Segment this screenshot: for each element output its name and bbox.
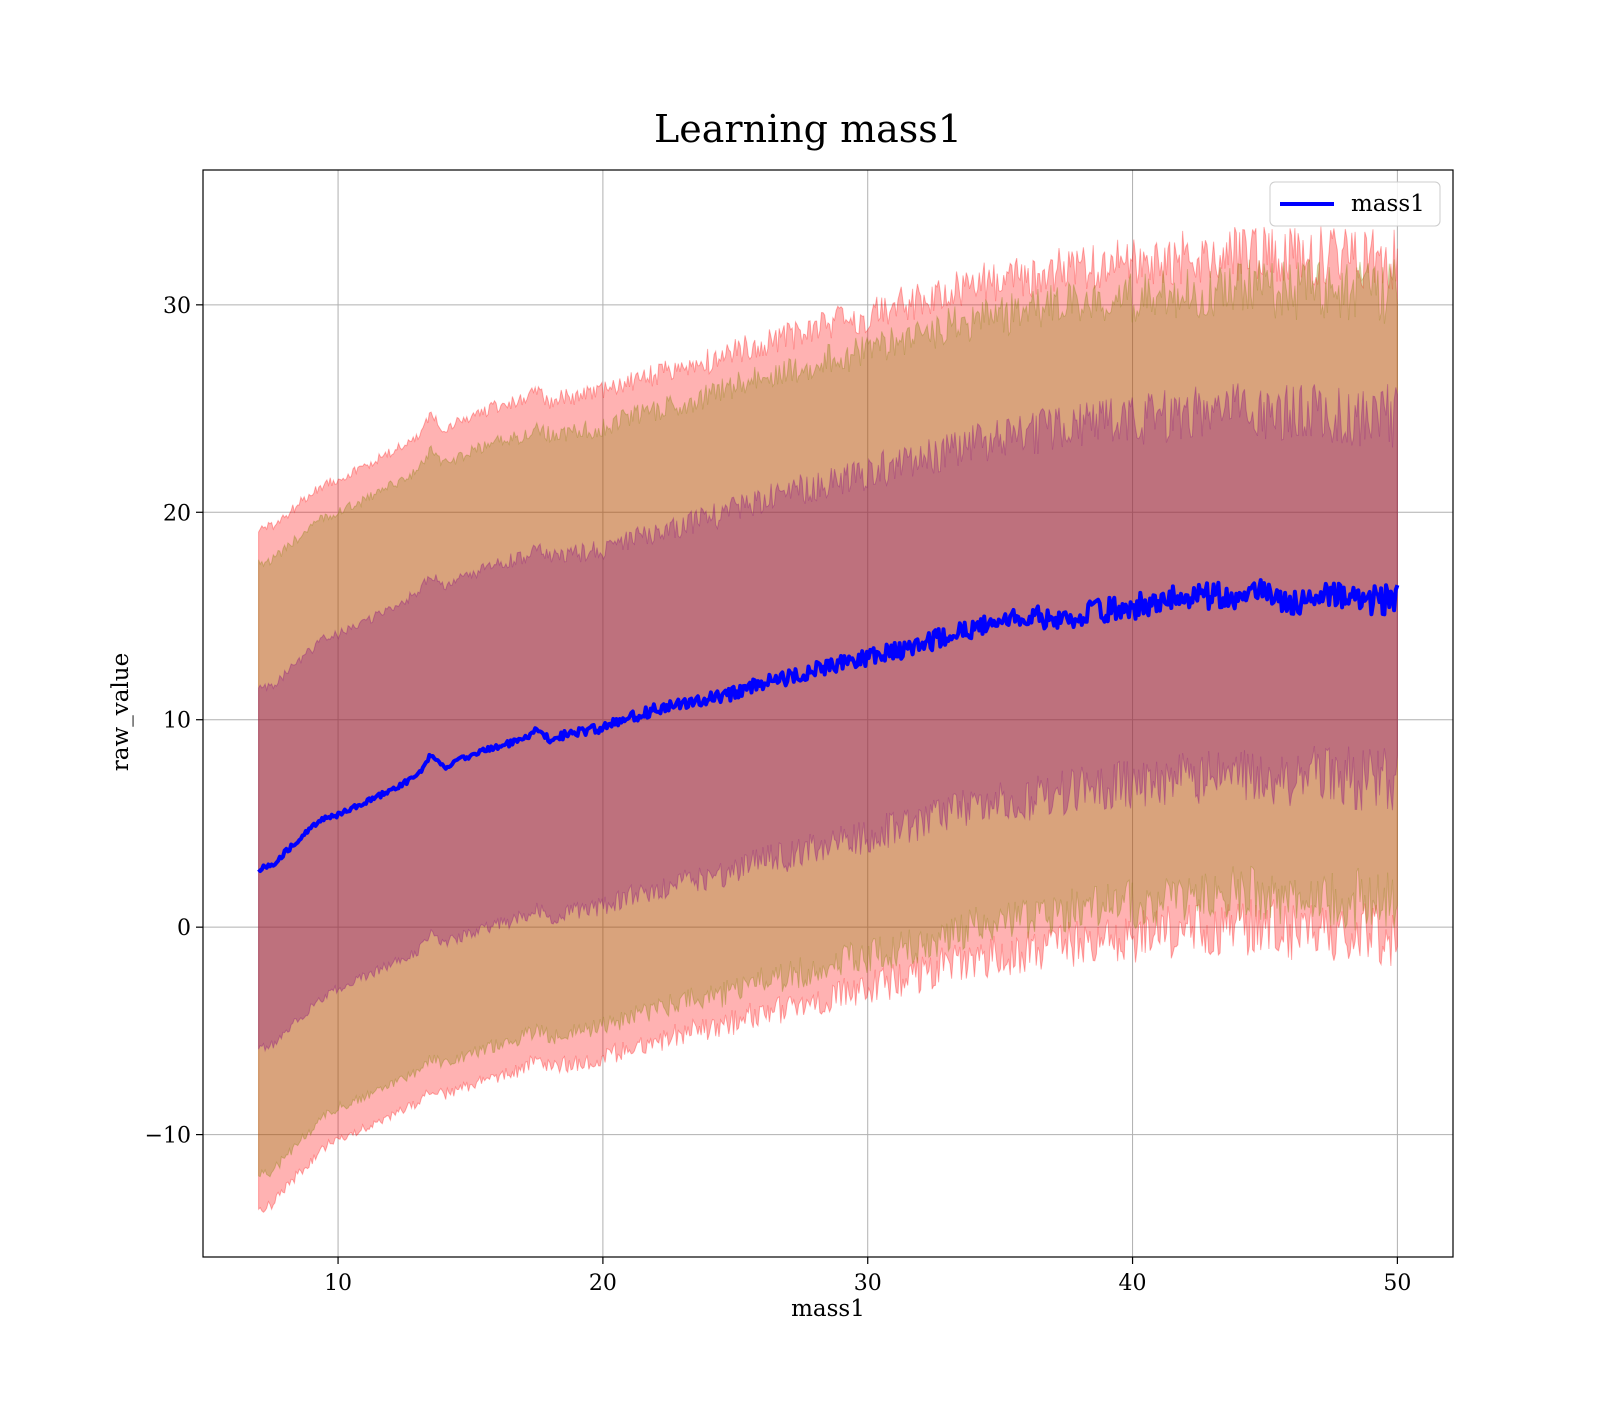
legend-box [1269,181,1441,227]
x-tick-label: 10 [324,1271,352,1296]
legend-label: mass1 [1351,191,1425,217]
axes-frame [202,169,1454,1258]
y-tick-label: −10 [145,1124,191,1149]
x-axis-label: mass1 [791,1296,865,1322]
y-tick-label: 0 [177,916,191,941]
y-axis-label: raw_value [108,653,134,771]
y-tick-label: 30 [163,294,191,319]
y-tick-label: 10 [163,709,191,734]
confidence-band-3 [258,383,1398,1053]
plot-area: 10 20 30 40 50 −10 0 10 20 30 [145,169,1454,1296]
y-tick-label: 20 [163,501,191,526]
x-tick-label: 40 [1119,1271,1147,1296]
legend: mass1 [1269,181,1441,227]
x-tick-label: 50 [1383,1271,1411,1296]
confidence-band-1 [258,226,1398,1213]
confidence-band-2 [258,259,1398,1178]
x-tick-label: 30 [854,1271,882,1296]
chart-title: Learning mass1 [654,107,962,151]
series-line-mass1 [257,578,1400,873]
x-tick-label: 20 [589,1271,617,1296]
